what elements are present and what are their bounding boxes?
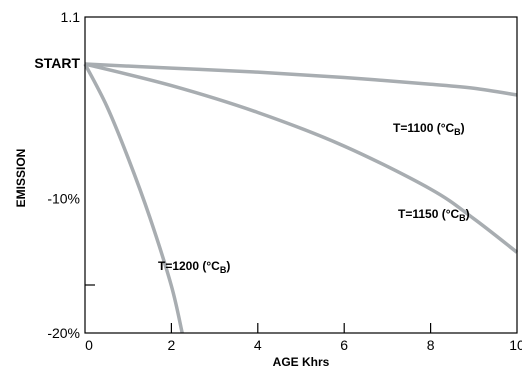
x-tick-label: 8 [427, 337, 435, 353]
x-tick-label: 2 [168, 337, 176, 353]
x-tick-label: 10 [509, 337, 522, 353]
series-label-t1200: T=1200 (°CB) [158, 259, 230, 275]
series-line-t1100 [84, 62, 518, 97]
series-lines [83, 62, 519, 334]
y-tick-label: -20% [47, 325, 80, 341]
series-labels: T=1100 (°CB) T=1150 (°CB) T=1200 (°CB) [158, 121, 470, 275]
y-axis-title: EMISSION [14, 149, 28, 208]
x-tick-label: 4 [254, 337, 262, 353]
plot-frame [84, 16, 518, 334]
series-label-t1150: T=1150 (°CB) [398, 207, 470, 223]
series-line-t1150 [84, 62, 519, 254]
x-tick-label: 0 [85, 337, 93, 353]
x-tick-label: 6 [340, 337, 348, 353]
y-tick-label: -10% [47, 191, 80, 207]
x-axis-ticks: 0 2 4 6 8 10 [85, 323, 522, 353]
y-axis-ticks: 1.1 START -10% -20% [34, 9, 80, 341]
y-tick-label: 1.1 [61, 9, 81, 25]
x-axis-title: AGE Khrs [273, 355, 330, 369]
y-tick-label: START [34, 55, 80, 71]
series-label-t1100: T=1100 (°CB) [393, 121, 465, 137]
series-line-t1200 [83, 63, 184, 334]
